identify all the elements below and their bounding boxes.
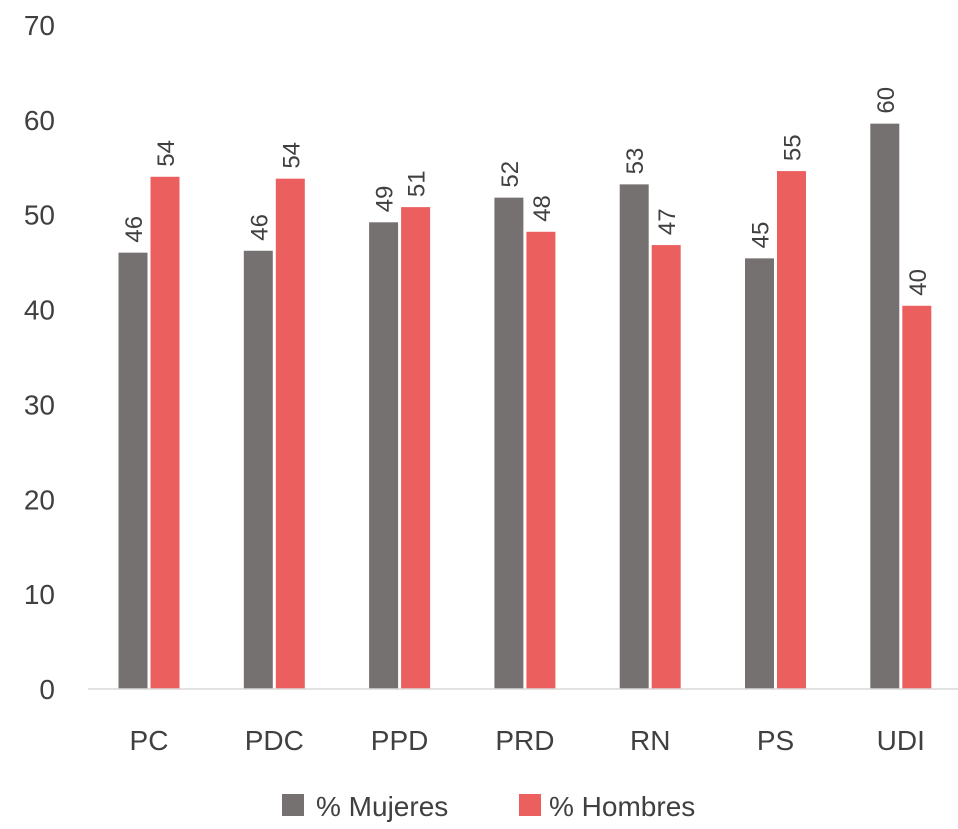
y-tick-label: 50 [24, 200, 55, 231]
bar-rn-series-2 [651, 245, 681, 689]
bar-pdc-series-1 [243, 250, 273, 689]
y-tick-label: 20 [24, 484, 55, 515]
data-label: 47 [654, 208, 681, 235]
data-label: 46 [121, 216, 148, 243]
data-label: 53 [622, 148, 649, 175]
legend-label: % Mujeres [316, 791, 448, 822]
bar-pc-series-2 [150, 176, 180, 689]
bar-ps-series-1 [745, 258, 774, 689]
bar-pdc-series-2 [275, 178, 305, 689]
x-category-label: PC [130, 725, 169, 756]
x-category-label: UDI [877, 725, 925, 756]
data-label: 45 [748, 222, 775, 249]
bar-rn-series-1 [619, 184, 649, 690]
x-axis-category-labels: PC PDC PPD PRD RN PS UDI [130, 725, 925, 756]
x-category-label: PPD [371, 725, 429, 756]
bar-prd-series-2 [526, 231, 556, 689]
data-labels-group: 46 46 49 52 53 45 60 54 54 51 48 47 55 40 [121, 87, 932, 296]
y-tick-label: 60 [24, 105, 55, 136]
data-label: 55 [780, 134, 807, 161]
x-category-label: PRD [495, 725, 554, 756]
y-axis-tick-labels: 0 10 20 30 40 50 60 70 [24, 10, 55, 705]
bars-group [118, 123, 932, 690]
data-label: 48 [529, 195, 556, 222]
x-category-label: RN [630, 725, 670, 756]
bar-udi-series-1 [870, 123, 900, 689]
data-label: 46 [246, 214, 273, 241]
y-tick-label: 30 [24, 389, 55, 420]
y-tick-label: 0 [39, 674, 55, 705]
data-label: 49 [372, 186, 399, 213]
x-category-label: PS [757, 725, 794, 756]
data-label: 52 [497, 161, 524, 188]
bar-ps-series-2 [777, 171, 806, 689]
legend-swatch [282, 794, 304, 816]
y-tick-label: 40 [24, 295, 55, 326]
data-label: 51 [404, 170, 431, 197]
x-category-label: PDC [245, 725, 304, 756]
y-tick-label: 10 [24, 579, 55, 610]
bar-prd-series-1 [494, 197, 524, 689]
data-label: 40 [905, 269, 932, 296]
y-tick-label: 70 [24, 10, 55, 41]
bar-ppd-series-2 [401, 207, 431, 689]
legend-swatch [519, 794, 541, 816]
bar-udi-series-2 [902, 305, 932, 689]
legend-label: % Hombres [549, 791, 695, 822]
data-label: 54 [153, 140, 180, 167]
data-label: 60 [873, 87, 900, 114]
bar-ppd-series-1 [369, 222, 399, 689]
legend: % Mujeres % Hombres [282, 791, 695, 822]
data-label: 54 [278, 142, 305, 169]
bar-pc-series-1 [118, 252, 148, 689]
